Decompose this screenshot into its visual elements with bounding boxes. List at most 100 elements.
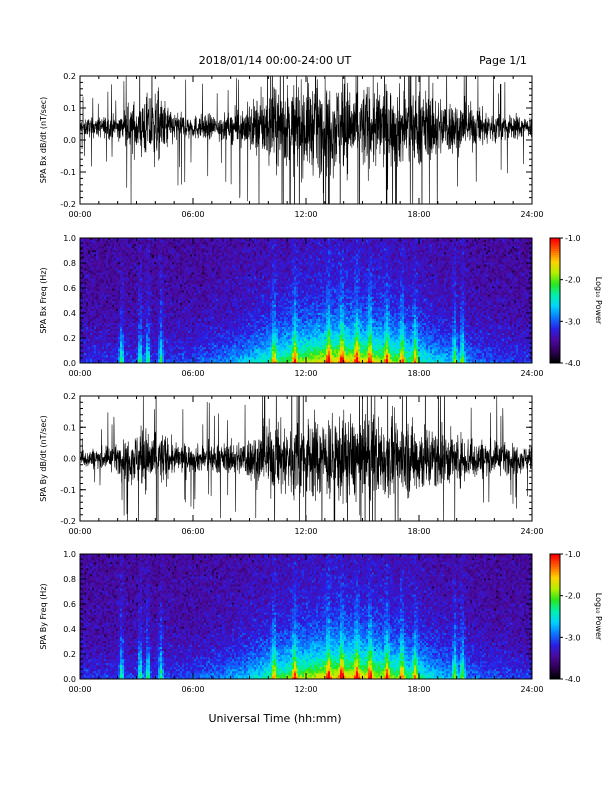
spectrogram-cell [106,282,109,285]
spectrogram-cell [94,352,97,356]
spectrogram-cell [218,350,221,354]
spectrogram-cell [204,298,207,301]
spectrogram-cell [192,282,195,285]
spectrogram-cell [228,268,231,271]
spectrogram-cell [144,356,147,360]
spectrogram-cell [176,258,179,261]
spectrogram-cell [104,330,107,334]
spectrogram-cell [190,274,193,277]
spectrogram-cell [196,316,199,319]
spectrogram-cell [200,248,203,251]
spectrogram-cell [224,308,227,311]
spectrogram-cell [176,284,179,287]
spectrogram-cell [94,330,97,334]
spectrogram-cell [80,334,83,338]
spectrogram-cell [82,266,85,269]
spectrogram-cell [206,272,209,275]
spectrogram-cell [126,242,129,245]
spectrogram-cell [224,338,227,342]
spectrogram-cell [136,238,139,241]
spectrogram-cell [150,342,153,346]
spectrogram-cell [92,290,95,293]
spectrogram-cell [82,350,85,354]
spectrogram-cell [214,304,217,307]
spectrogram-cell [156,336,159,340]
spectrogram-cell [236,340,239,344]
spectrogram-cell [136,254,139,257]
spectrogram-cell [234,344,237,348]
spectrogram-cell [150,292,153,295]
spectrogram-cell [190,304,193,307]
spectrogram-cell [124,258,127,261]
spectrogram-cell [118,336,121,340]
spectrogram-cell [188,304,191,307]
spectrogram-cell [142,248,145,251]
spectrogram-cell [236,240,239,243]
spectrogram-cell [112,358,115,362]
spectrogram-cell [220,320,223,323]
spectrogram-cell [94,246,97,249]
spectrogram-cell [130,312,133,315]
spectrogram-cell [116,354,119,358]
spectrogram-cell [208,280,211,283]
spectrogram-cell [220,350,223,354]
spectrogram-cell [96,342,99,346]
spectrogram-cell [232,246,235,249]
spectrogram-cell [188,264,191,267]
spectrogram-cell [222,332,225,336]
spectrogram-cell [204,316,207,319]
spectrogram-cell [222,242,225,245]
spectrogram-cell [146,330,149,334]
spectrogram-cell [138,308,141,311]
spectrogram-cell [200,344,203,348]
spectrogram-cell [220,260,223,263]
spectrogram-cell [88,340,91,344]
spectrogram-cell [212,294,215,297]
spectrogram-cell [118,250,121,253]
spectrogram-cell [80,312,83,315]
spectrogram-cell [230,294,233,297]
spectrogram-cell [218,310,221,313]
spectrogram-cell [178,352,181,356]
spectrogram-cell [138,258,141,261]
spectrogram-cell [190,336,193,340]
spectrogram-cell [220,274,223,277]
spectrogram-cell [138,268,141,271]
spectrogram-cell [82,338,85,342]
spectrogram-cell [156,304,159,307]
spectrogram-cell [88,352,91,356]
spectrogram-cell [226,306,229,309]
spectrogram-cell [116,300,119,303]
spectrogram-cell [182,274,185,277]
spectrogram-cell [174,260,177,263]
spectrogram-cell [152,292,155,295]
spectrogram-cell [224,340,227,344]
spectrogram-cell [100,238,103,241]
spectrogram-cell [196,354,199,358]
spectrogram-cell [136,272,139,275]
spectrogram-cell [212,348,215,352]
spectrogram-cell [88,296,91,299]
spectrogram-cell [174,268,177,271]
spectrogram-cell [140,282,143,285]
spectrogram-cell [234,270,237,273]
spectrogram-cell [154,264,157,267]
spectrogram-cell [90,256,93,259]
spectrogram-cell [234,330,237,334]
spectrogram-cell [198,300,201,303]
spectrogram-cell [90,308,93,311]
spectrogram-cell [220,352,223,356]
spectrogram-cell [124,312,127,315]
spectrogram-cell [220,302,223,305]
spectrogram-cell [114,352,117,356]
spectrogram-cell [154,282,157,285]
spectrogram-cell [132,276,135,279]
spectrogram-cell [132,264,135,267]
spectrogram-cell [136,296,139,299]
spectrogram-cell [158,248,161,251]
spectrogram-cell [216,280,219,283]
spectrogram-cell [158,308,161,311]
spectrogram-cell [86,328,89,332]
spectrogram-cell [126,316,129,319]
spectrogram-cell [174,288,177,291]
